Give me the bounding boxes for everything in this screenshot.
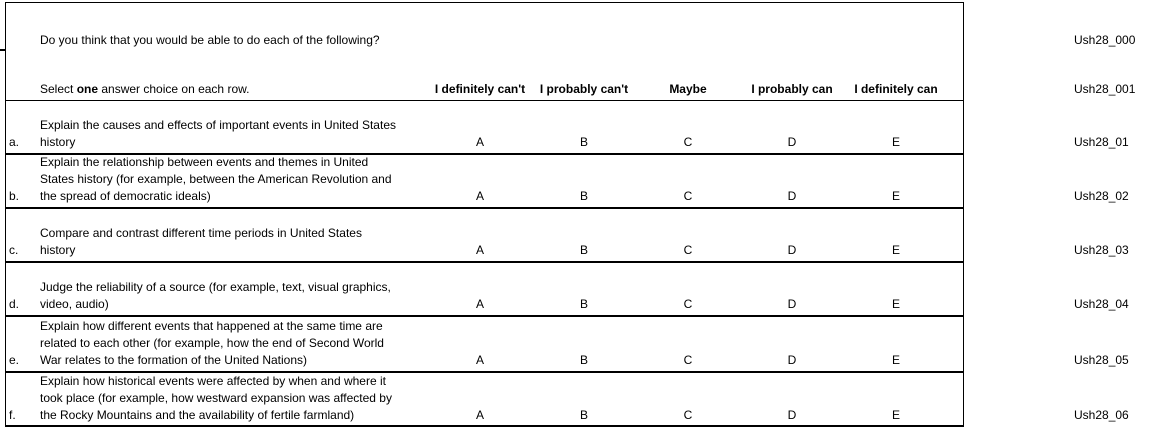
answer-option-a[interactable]: A [475,189,484,203]
answer-option-c[interactable]: C [683,408,693,422]
row-item-text: Explain the causes and effects of import… [40,118,396,149]
column-header-definitely-cant: I definitely can't [434,82,526,96]
variable-code: Ush28_01 [1074,135,1129,149]
row-letter: e. [9,353,20,367]
row-item-text: Explain how different events that happen… [40,319,384,367]
answer-option-e[interactable]: E [891,353,900,367]
variable-code: Ush28_03 [1074,243,1129,257]
table-row: e. Explain how different events that hap… [6,317,1129,373]
answer-option-b[interactable]: B [579,353,588,367]
answer-option-e[interactable]: E [891,189,900,203]
row-item-text: Compare and contrast different time peri… [40,226,362,257]
variable-code: Ush28_05 [1074,353,1129,367]
row-letter: b. [9,189,20,203]
answer-option-a[interactable]: A [475,135,484,149]
table-row: b. Explain the relationship between even… [6,155,1129,209]
question-table: Do you think that you would be able to d… [5,2,1135,427]
instruction-prefix: Select [40,82,77,96]
answer-option-d[interactable]: D [787,189,797,203]
answer-option-e[interactable]: E [891,135,900,149]
answer-option-c[interactable]: C [683,135,693,149]
row-letter: c. [9,243,19,257]
answer-option-b[interactable]: B [579,189,588,203]
instruction-suffix: answer choice on each row. [98,82,250,96]
answer-option-b[interactable]: B [579,297,588,311]
column-header-maybe: Maybe [669,82,707,96]
answer-option-d[interactable]: D [787,408,797,422]
row-item-text: Explain how historical events were affec… [40,374,392,422]
answer-option-a[interactable]: A [475,297,484,311]
answer-option-c[interactable]: C [683,243,693,257]
variable-code: Ush28_04 [1074,297,1129,311]
table-row: a. Explain the causes and effects of imp… [6,101,1129,155]
answer-option-e[interactable]: E [891,243,900,257]
answer-option-d[interactable]: D [787,243,797,257]
question-text: Do you think that you would be able to d… [40,33,380,47]
answer-option-e[interactable]: E [891,297,900,311]
answer-option-c[interactable]: C [683,189,693,203]
table-row: f. Explain how historical events were af… [6,373,1129,426]
row-separator-tick [0,49,6,51]
answer-option-d[interactable]: D [787,297,797,311]
variable-code: Ush28_06 [1074,408,1129,422]
column-header-definitely-can: I definitely can [854,82,938,96]
answer-option-b[interactable]: B [579,408,588,422]
answer-option-a[interactable]: A [475,408,484,422]
answer-option-e[interactable]: E [891,408,900,422]
table-row: d. Judge the reliability of a source (fo… [6,263,1129,317]
row-item-text: Explain the relationship between events … [40,155,392,203]
variable-code: Ush28_02 [1074,189,1129,203]
variable-code-question: Ush28_000 [1074,33,1136,47]
table-row: c. Compare and contrast different time p… [6,209,1129,263]
variable-code-instruction: Ush28_001 [1074,82,1136,96]
table-header: Do you think that you would be able to d… [6,3,1135,101]
row-letter: d. [9,297,20,311]
column-header-probably-cant: I probably can't [539,82,629,96]
answer-option-a[interactable]: A [475,353,484,367]
answer-option-d[interactable]: D [787,353,797,367]
row-letter: a. [9,135,20,149]
answer-option-c[interactable]: C [683,297,693,311]
column-header-probably-can: I probably can [751,82,833,96]
instruction-bold-word: one [76,82,99,96]
answer-option-b[interactable]: B [579,135,588,149]
row-letter: f. [9,408,16,422]
answer-option-a[interactable]: A [475,243,484,257]
answer-option-d[interactable]: D [787,135,797,149]
instruction-text: Select one answer choice on each row. [6,81,428,98]
row-item-text: Judge the reliability of a source (for e… [40,280,391,311]
answer-option-c[interactable]: C [683,353,693,367]
answer-option-b[interactable]: B [579,243,588,257]
header-columns-row: Select one answer choice on each row. I … [6,81,963,98]
